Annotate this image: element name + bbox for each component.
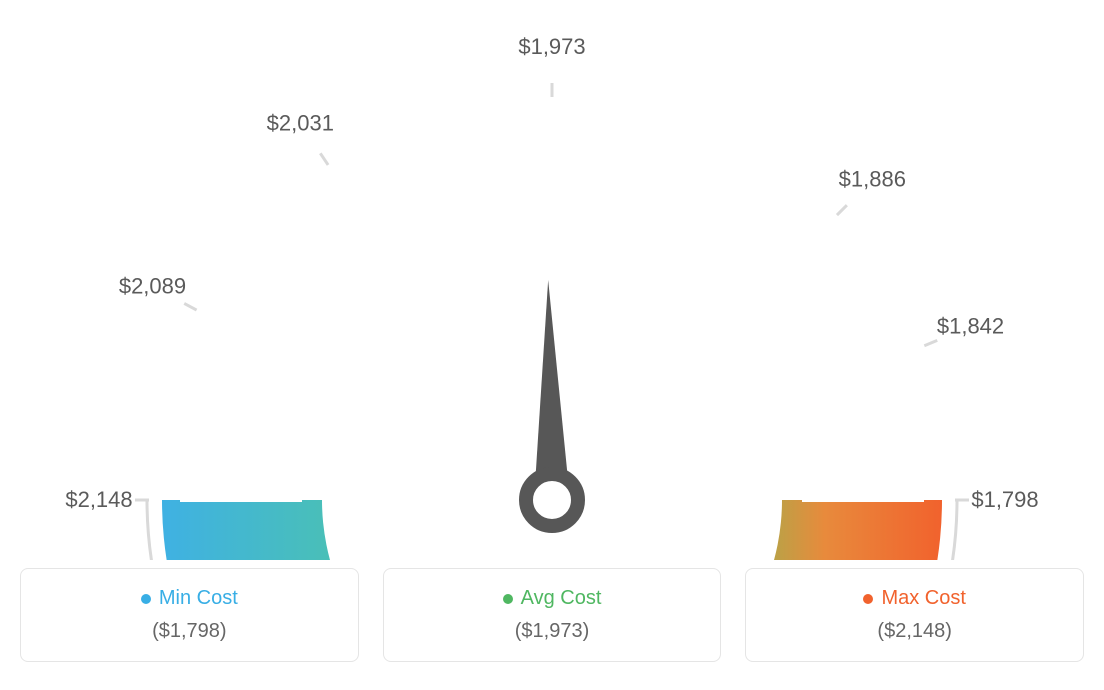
- gauge-minor-tick: [410, 156, 422, 186]
- gauge-tick-label: $1,798: [971, 487, 1038, 512]
- gauge-outline-tick: [320, 153, 328, 165]
- legend-card-min: Min Cost ($1,798): [20, 568, 359, 662]
- gauge-outline-tick: [837, 205, 847, 215]
- gauge-tick-label: $1,842: [937, 314, 1004, 339]
- legend-label-min: Min Cost: [159, 587, 238, 610]
- gauge-minor-tick: [682, 156, 694, 186]
- gauge-major-tick: [783, 358, 896, 405]
- legend-value-min: ($1,798): [152, 620, 227, 643]
- legend-value-avg: ($1,973): [515, 620, 590, 643]
- gauge-minor-tick: [741, 191, 759, 218]
- gauge-outline-tick: [924, 340, 937, 345]
- gauge-tick-label: $1,973: [518, 34, 585, 59]
- gauge-tick-label: $2,089: [119, 273, 186, 298]
- gauge-major-tick: [345, 191, 413, 292]
- gauge-tick-label: $1,886: [839, 167, 906, 192]
- gauge-minor-tick: [618, 135, 624, 166]
- legend-title-avg: Avg Cost: [503, 587, 602, 610]
- gauge-minor-tick: [835, 293, 862, 311]
- dot-icon: [141, 594, 151, 604]
- gauge-tick-label: $2,148: [65, 487, 132, 512]
- gauge-major-tick: [729, 237, 815, 323]
- legend-card-max: Max Cost ($2,148): [745, 568, 1084, 662]
- gauge-minor-tick: [243, 293, 270, 311]
- legend-label-avg: Avg Cost: [521, 587, 602, 610]
- gauge-minor-tick: [479, 135, 485, 166]
- dot-icon: [503, 594, 513, 604]
- gauge-minor-tick: [196, 392, 227, 401]
- gauge-hub: [526, 474, 578, 526]
- gauge-tick-label: $2,031: [267, 110, 334, 135]
- legend-title-max: Max Cost: [863, 587, 965, 610]
- gauge-svg: $1,798 $1,842 $1,886 $1,973 $2,031 $2,089 $2,1…: [20, 20, 1084, 560]
- gauge-minor-tick: [187, 427, 218, 433]
- legend-label-max: Max Cost: [881, 587, 965, 610]
- legend-value-max: ($2,148): [877, 620, 952, 643]
- gauge-chart: $1,798 $1,842 $1,886 $1,973 $2,031 $2,089 $2,1…: [20, 20, 1084, 560]
- legend-title-min: Min Cost: [141, 587, 238, 610]
- gauge-minor-tick: [885, 427, 916, 433]
- legend-card-avg: Avg Cost ($1,973): [383, 568, 722, 662]
- gauge-major-tick: [224, 325, 332, 383]
- dot-icon: [863, 594, 873, 604]
- gauge-outline-tick: [184, 303, 196, 310]
- legend-row: Min Cost ($1,798) Avg Cost ($1,973) Max …: [20, 568, 1084, 662]
- gauge-minor-tick: [289, 237, 312, 260]
